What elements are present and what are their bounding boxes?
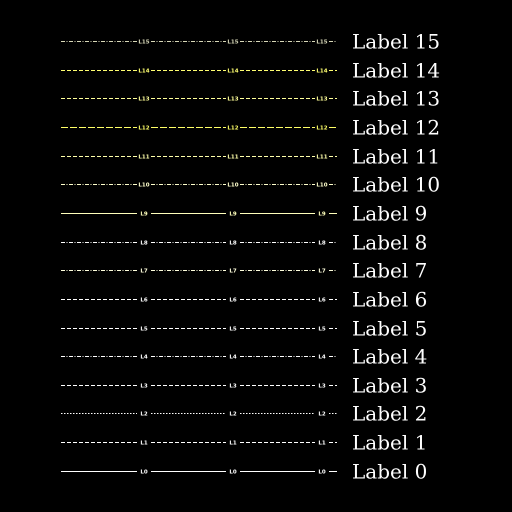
legend-row: L3 L3 L3 Label 3 (61, 374, 427, 398)
legend-row: L7 L7 L7 Label 7 (61, 259, 427, 283)
legend-row: L4 L4 L4 Label 4 (61, 345, 427, 369)
inline-line-tag: L6 (140, 298, 148, 304)
row-label: Label 2 (352, 402, 427, 426)
inline-line-tag: L13 (227, 97, 238, 103)
inline-line-tag: L4 (229, 355, 237, 361)
legend-row: L11 L11 L11 Label 11 (61, 145, 440, 169)
legend-row: L10 L10 L10 Label 10 (61, 173, 440, 197)
row-label: Label 4 (352, 345, 427, 369)
row-label: Label 13 (352, 87, 440, 111)
row-label: Label 6 (352, 288, 427, 312)
inline-line-tag: L7 (140, 269, 148, 275)
inline-line-tag: L10 (316, 183, 327, 189)
row-label: Label 12 (352, 116, 440, 140)
row-label: Label 3 (352, 374, 427, 398)
inline-line-tag: L5 (140, 327, 148, 333)
inline-line-tag: L12 (227, 126, 238, 132)
inline-line-tag: L0 (140, 470, 148, 476)
legend-row: L8 L8 L8 Label 8 (61, 231, 427, 255)
inline-line-tag: L4 (140, 355, 148, 361)
inline-line-tag: L9 (318, 212, 326, 218)
inline-line-tag: L15 (138, 40, 149, 46)
legend-row: L15 L15 L15 Label 15 (61, 30, 440, 54)
inline-line-tag: L10 (227, 183, 238, 189)
legend-row: L9 L9 L9 Label 9 (61, 202, 427, 226)
inline-line-tag: L7 (229, 269, 237, 275)
inline-line-tag: L14 (138, 69, 149, 75)
inline-line-tag: L11 (227, 155, 238, 161)
inline-line-tag: L5 (229, 327, 237, 333)
row-label: Label 5 (352, 317, 427, 341)
legend-row: L5 L5 L5 Label 5 (61, 317, 427, 341)
inline-line-tag: L0 (229, 470, 237, 476)
legend-row: L0 L0 L0 Label 0 (61, 460, 427, 484)
row-label: Label 7 (352, 259, 427, 283)
inline-line-tag: L9 (140, 212, 148, 218)
legend-row: L12 L12 L12 Label 12 (61, 116, 440, 140)
inline-line-tag: L5 (318, 327, 326, 333)
inline-line-tag: L13 (316, 97, 327, 103)
legend-row: L1 L1 L1 Label 1 (61, 431, 427, 455)
inline-line-tag: L2 (318, 412, 326, 418)
inline-line-tag: L8 (140, 241, 148, 247)
inline-line-tag: L13 (138, 97, 149, 103)
inline-line-tag: L0 (318, 470, 326, 476)
row-label: Label 0 (352, 460, 427, 484)
inline-line-tag: L1 (229, 441, 237, 447)
row-label: Label 10 (352, 173, 440, 197)
inline-line-tag: L8 (318, 241, 326, 247)
row-label: Label 14 (352, 59, 440, 83)
row-label: Label 8 (352, 231, 427, 255)
legend-row: L13 L13 L13 Label 13 (61, 87, 440, 111)
row-label: Label 9 (352, 202, 427, 226)
inline-line-tag: L14 (227, 69, 238, 75)
row-label: Label 1 (352, 431, 427, 455)
inline-line-tag: L3 (140, 384, 148, 390)
inline-line-tag: L12 (316, 126, 327, 132)
inline-line-tag: L8 (229, 241, 237, 247)
inline-line-tag: L6 (229, 298, 237, 304)
inline-line-tag: L6 (318, 298, 326, 304)
inline-line-tag: L9 (229, 212, 237, 218)
inline-line-tag: L11 (316, 155, 327, 161)
legend-row: L6 L6 L6 Label 6 (61, 288, 427, 312)
legend-row: L14 L14 L14 Label 14 (61, 59, 440, 83)
inline-line-tag: L14 (316, 69, 327, 75)
row-label: Label 15 (352, 30, 440, 54)
inline-line-tag: L2 (140, 412, 148, 418)
inline-line-tag: L15 (227, 40, 238, 46)
inline-line-tag: L2 (229, 412, 237, 418)
inline-line-tag: L3 (318, 384, 326, 390)
inline-line-tag: L15 (316, 40, 327, 46)
inline-line-tag: L3 (229, 384, 237, 390)
inline-line-tag: L10 (138, 183, 149, 189)
legend-row: L2 L2 L2 Label 2 (61, 402, 427, 426)
row-label: Label 11 (352, 145, 440, 169)
inline-line-tag: L12 (138, 126, 149, 132)
inline-line-tag: L4 (318, 355, 326, 361)
inline-line-tag: L1 (140, 441, 148, 447)
inline-line-tag: L1 (318, 441, 326, 447)
inline-line-tag: L11 (138, 155, 149, 161)
inline-line-tag: L7 (318, 269, 326, 275)
